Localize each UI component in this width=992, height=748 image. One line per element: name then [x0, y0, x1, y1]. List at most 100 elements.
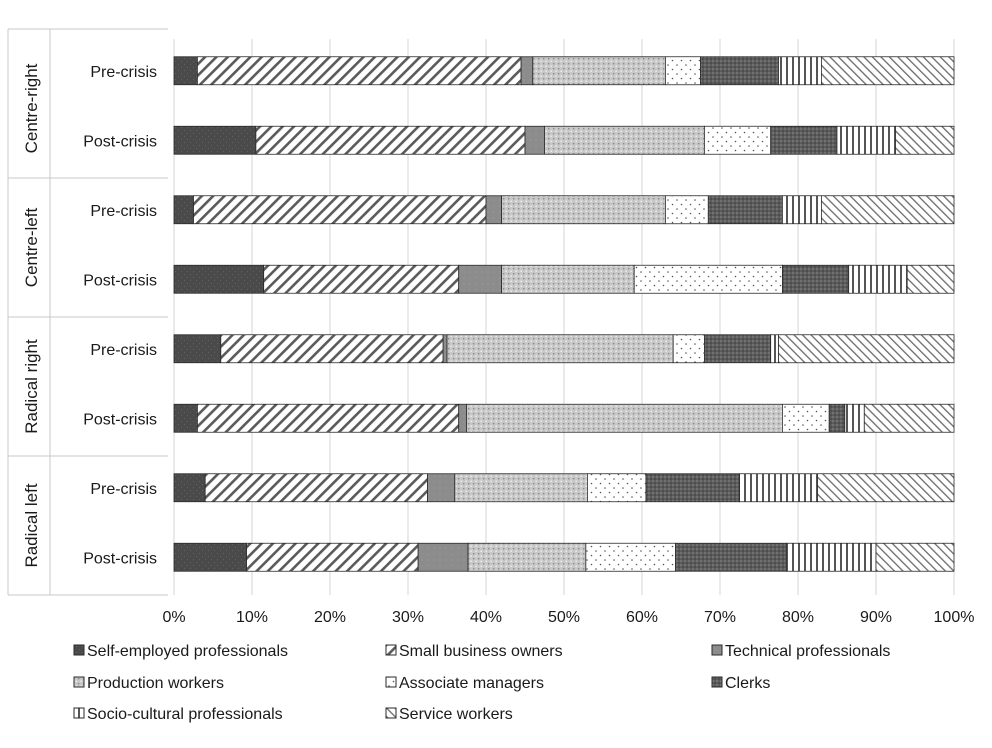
- row-label-radical-left-post-crisis: Post-crisis: [83, 550, 157, 567]
- bar-segment-centre-left-pre-crisis-socio-cultural-professionals: [782, 195, 822, 225]
- x-tick-label-0: 0%: [162, 609, 185, 626]
- legend-label-production-workers: Production workers: [87, 675, 224, 692]
- bar-segment-centre-left-pre-crisis-associate-managers: [665, 195, 709, 225]
- legend-label-socio-cultural-professionals: Socio-cultural professionals: [87, 706, 283, 723]
- legend-swatch-clerks: [711, 676, 723, 688]
- bar-segment-radical-right-pre-crisis-technical-professionals: [442, 334, 448, 364]
- bar-segment-centre-right-pre-crisis-service-workers: [821, 56, 955, 86]
- bar-segment-centre-left-pre-crisis-technical-professionals: [485, 195, 502, 225]
- bar-segment-centre-left-post-crisis-self-employed-professionals: [173, 264, 265, 294]
- legend-swatch-self-employed-professionals: [73, 644, 85, 656]
- bar-segment-centre-left-post-crisis-socio-cultural-professionals: [848, 264, 908, 294]
- legend-label-technical-professionals: Technical professionals: [725, 643, 890, 660]
- group-label-centre-left: Centre-left: [22, 208, 41, 288]
- bar-segment-radical-left-post-crisis-associate-managers: [585, 542, 676, 572]
- bar-segment-radical-left-pre-crisis-associate-managers: [587, 473, 647, 503]
- bar-segment-radical-right-post-crisis-technical-professionals: [458, 403, 467, 433]
- bar-segment-centre-left-post-crisis-clerks: [782, 264, 850, 294]
- legend-swatch-associate-managers: [385, 676, 397, 688]
- bar-segment-radical-left-post-crisis-socio-cultural-professionals: [785, 542, 877, 572]
- bar-segment-centre-right-post-crisis-self-employed-professionals: [173, 125, 257, 155]
- bar-segment-radical-right-pre-crisis-self-employed-professionals: [173, 334, 222, 364]
- legend-swatch-production-workers: [73, 676, 85, 688]
- row-label-centre-left-post-crisis: Post-crisis: [83, 272, 157, 289]
- bar-segment-radical-left-post-crisis-service-workers: [875, 542, 955, 572]
- legend-swatch-socio-cultural-professionals: [73, 707, 85, 719]
- bar-segment-radical-left-pre-crisis-socio-cultural-professionals: [739, 473, 818, 503]
- x-tick-label-10: 100%: [934, 609, 975, 626]
- bar-segment-radical-left-pre-crisis-small-business-owners: [204, 473, 428, 503]
- bar-segment-radical-right-post-crisis-small-business-owners: [196, 403, 460, 433]
- bar-segment-centre-right-pre-crisis-self-employed-professionals: [173, 56, 198, 86]
- group-label-centre-right: Centre-right: [22, 63, 41, 153]
- row-label-radical-left-pre-crisis: Pre-crisis: [90, 481, 157, 498]
- legend-swatch-technical-professionals: [711, 644, 723, 656]
- bar-segment-radical-left-post-crisis-small-business-owners: [246, 542, 419, 572]
- bar-segment-radical-right-pre-crisis-associate-managers: [672, 334, 705, 364]
- row-label-radical-right-post-crisis: Post-crisis: [83, 411, 157, 428]
- bar-segment-centre-left-post-crisis-associate-managers: [633, 264, 783, 294]
- bar-segment-centre-left-post-crisis-production-workers: [501, 264, 635, 294]
- legend-label-small-business-owners: Small business owners: [399, 643, 563, 660]
- bar-segment-centre-left-pre-crisis-service-workers: [821, 195, 955, 225]
- bar-segment-radical-right-post-crisis-socio-cultural-professionals: [844, 403, 865, 433]
- legend-label-associate-managers: Associate managers: [399, 675, 544, 692]
- x-axis-ticks: 0% 10% 20% 30% 40% 50% 60% 70% 80% 90% 100%: [162, 609, 974, 626]
- group-label-radical-left: Radical left: [22, 483, 41, 567]
- x-tick-label-3: 30%: [392, 609, 424, 626]
- row-label-centre-left-pre-crisis: Pre-crisis: [90, 203, 157, 220]
- bar-segment-centre-right-pre-crisis-socio-cultural-professionals: [778, 56, 822, 86]
- bar-segment-centre-left-post-crisis-service-workers: [906, 264, 955, 294]
- bar-segment-centre-left-pre-crisis-production-workers: [501, 195, 666, 225]
- bar-segment-centre-right-pre-crisis-small-business-owners: [196, 56, 522, 86]
- bar-segment-centre-left-post-crisis-technical-professionals: [458, 264, 503, 294]
- legend-label-clerks: Clerks: [725, 675, 770, 692]
- bar-segment-centre-left-pre-crisis-clerks: [707, 195, 783, 225]
- bar-segment-centre-right-post-crisis-socio-cultural-professionals: [836, 125, 896, 155]
- legend-swatch-service-workers: [385, 707, 397, 719]
- y-axis-labels: Centre-right Pre-crisis Post-crisis Centre-…: [7, 28, 168, 596]
- x-tick-label-9: 90%: [860, 609, 892, 626]
- bar-segment-radical-right-pre-crisis-socio-cultural-professionals: [770, 334, 779, 364]
- bar-segment-radical-left-post-crisis-self-employed-professionals: [173, 542, 247, 572]
- bar-segment-radical-right-pre-crisis-service-workers: [778, 334, 955, 364]
- bar-segment-centre-right-post-crisis-small-business-owners: [255, 125, 526, 155]
- x-tick-label-6: 60%: [626, 609, 658, 626]
- bar-segment-centre-right-post-crisis-technical-professionals: [524, 125, 545, 155]
- bar-segment-radical-right-pre-crisis-clerks: [704, 334, 772, 364]
- bar-segment-radical-left-pre-crisis-clerks: [645, 473, 740, 503]
- bar-segment-centre-right-post-crisis-service-workers: [895, 125, 955, 155]
- x-tick-label-1: 10%: [236, 609, 268, 626]
- bar-segment-radical-right-post-crisis-production-workers: [466, 403, 783, 433]
- legend-label-service-workers: Service workers: [399, 706, 513, 723]
- legend: Self-employed professionals Small busines…: [73, 643, 890, 723]
- legend-label-self-employed-professionals: Self-employed professionals: [87, 643, 288, 660]
- x-tick-label-2: 20%: [314, 609, 346, 626]
- x-tick-label-8: 80%: [782, 609, 814, 626]
- bar-segment-centre-right-post-crisis-production-workers: [544, 125, 705, 155]
- bar-segment-radical-left-post-crisis-technical-professionals: [417, 542, 469, 572]
- row-label-centre-right-pre-crisis: Pre-crisis: [90, 64, 157, 81]
- bar-segment-radical-left-pre-crisis-service-workers: [817, 473, 955, 503]
- bar-segment-radical-right-post-crisis-clerks: [828, 403, 846, 433]
- bar-segment-centre-right-pre-crisis-technical-professionals: [520, 56, 534, 86]
- row-label-centre-right-post-crisis: Post-crisis: [83, 133, 157, 150]
- bar-segment-radical-right-post-crisis-service-workers: [863, 403, 955, 433]
- bar-segment-centre-right-post-crisis-clerks: [770, 125, 838, 155]
- bar-segment-centre-left-pre-crisis-small-business-owners: [193, 195, 487, 225]
- bar-segment-radical-left-pre-crisis-self-employed-professionals: [173, 473, 206, 503]
- group-label-radical-right: Radical right: [22, 339, 41, 434]
- x-tick-label-4: 40%: [470, 609, 502, 626]
- bar-segment-centre-right-pre-crisis-clerks: [700, 56, 779, 86]
- bar-segment-centre-left-pre-crisis-self-employed-professionals: [173, 195, 194, 225]
- bar-segment-radical-right-pre-crisis-small-business-owners: [220, 334, 444, 364]
- bar-segment-radical-right-post-crisis-self-employed-professionals: [173, 403, 198, 433]
- bar-segment-radical-right-post-crisis-associate-managers: [782, 403, 830, 433]
- bar-segment-centre-right-pre-crisis-associate-managers: [665, 56, 701, 86]
- bars: [173, 56, 955, 572]
- x-tick-label-7: 70%: [704, 609, 736, 626]
- bar-segment-centre-right-post-crisis-associate-managers: [704, 125, 772, 155]
